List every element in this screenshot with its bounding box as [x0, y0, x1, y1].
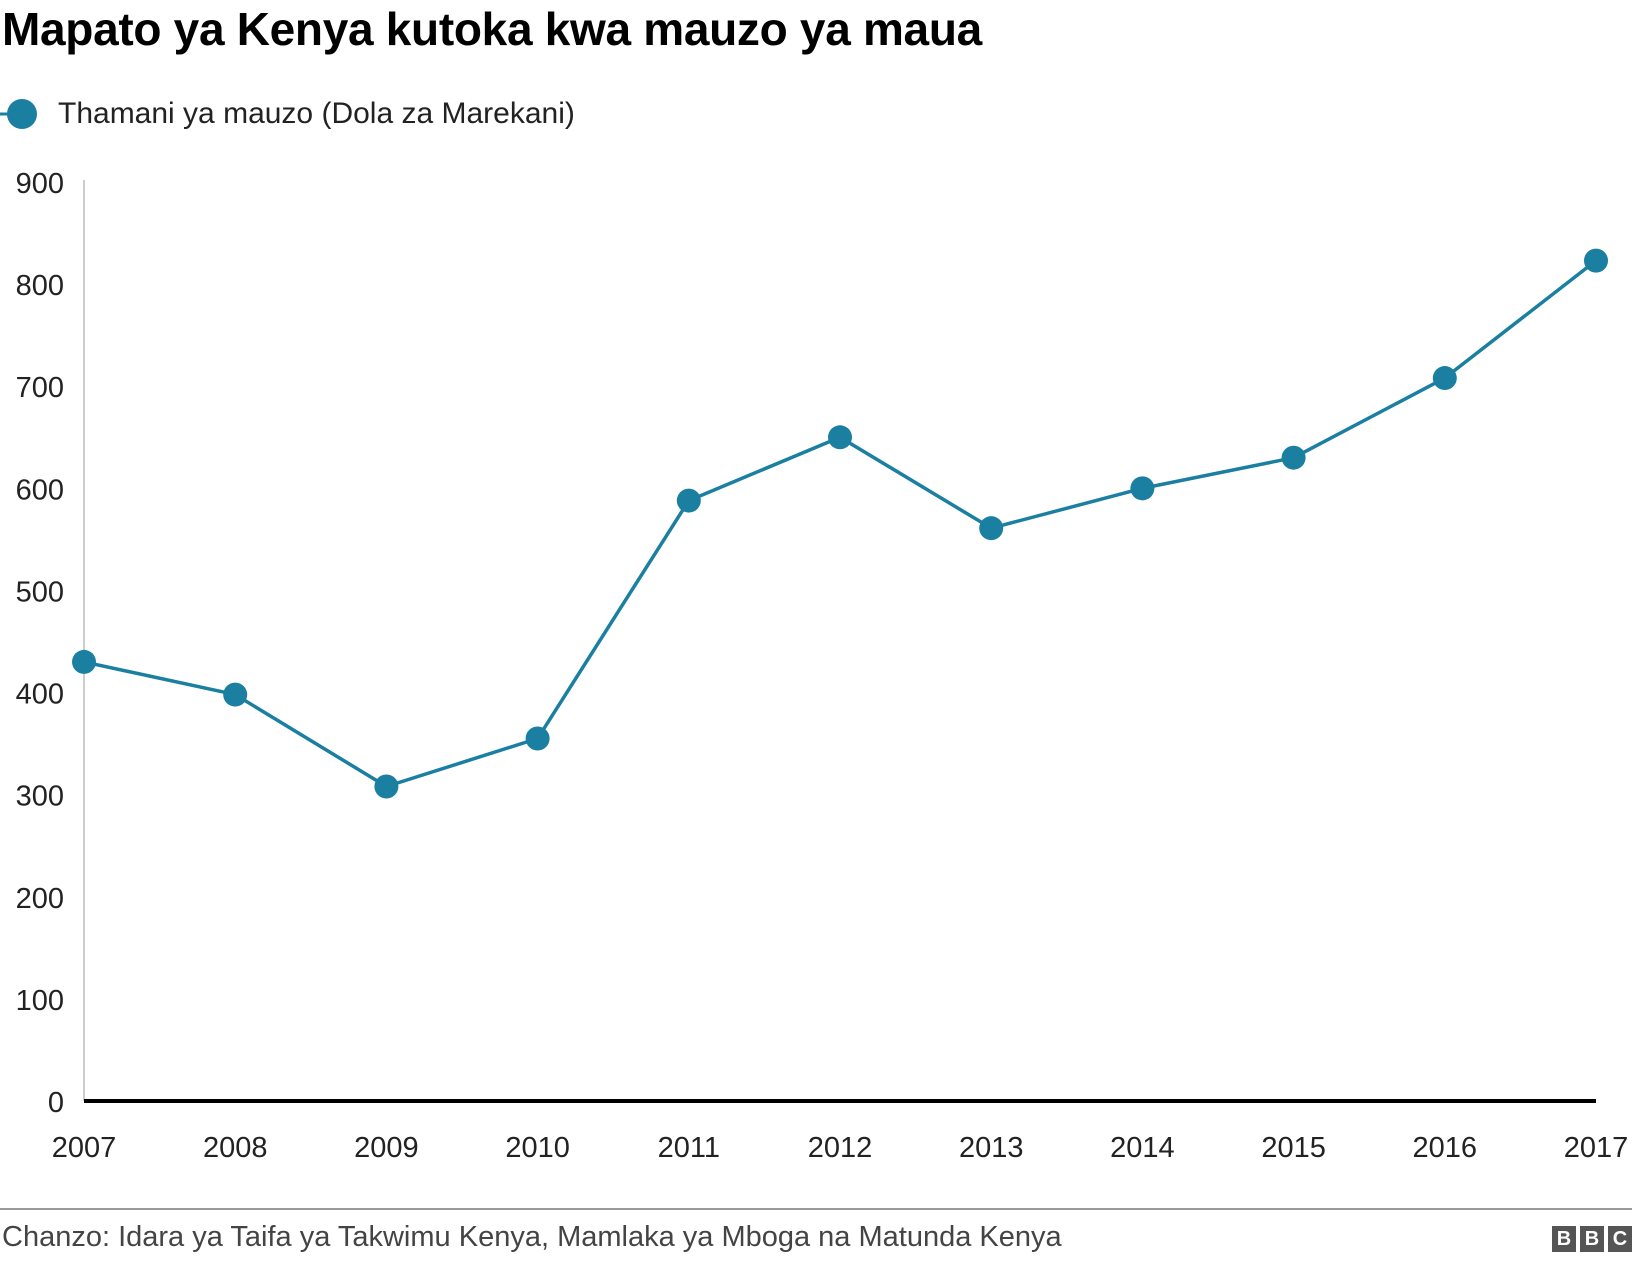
series-line [83, 259, 1598, 789]
bbc-logo-letter: C [1608, 1226, 1632, 1252]
legend-swatch [0, 99, 37, 129]
x-tick-label: 2014 [1110, 1132, 1175, 1164]
data-point [676, 488, 701, 513]
bbc-logo: B B C [1552, 1226, 1632, 1252]
footer-divider [0, 1208, 1632, 1210]
x-tick-label: 2016 [1413, 1132, 1478, 1164]
y-tick-label: 400 [16, 679, 64, 711]
x-tick-label: 2011 [658, 1132, 720, 1164]
x-tick-label: 2008 [203, 1132, 268, 1164]
x-tick-label: 2009 [354, 1132, 419, 1164]
source-note: Chanzo: Idara ya Taifa ya Takwimu Kenya,… [2, 1221, 1062, 1253]
y-tick-label: 800 [16, 270, 64, 302]
series-layer [72, 248, 1608, 799]
data-point [525, 726, 550, 751]
data-point [374, 774, 399, 799]
y-tick-label: 100 [16, 985, 64, 1017]
data-point [1281, 445, 1306, 470]
y-tick-label: 700 [16, 372, 64, 404]
data-point [1432, 366, 1457, 391]
bbc-logo-letter: B [1580, 1226, 1604, 1252]
legend-label: Thamani ya mauzo (Dola za Marekani) [58, 97, 575, 130]
data-point [979, 516, 1004, 541]
data-point [223, 682, 248, 707]
x-axis: 2007 2008 2009 2010 2011 2012 2013 2014 2015 2016… [52, 1099, 1629, 1164]
x-tick-label: 2012 [808, 1132, 873, 1164]
bbc-logo-letter: B [1552, 1226, 1576, 1252]
y-tick-label: 500 [16, 576, 64, 608]
chart-title: Mapato ya Kenya kutoka kwa mauzo ya maua [2, 3, 982, 55]
y-tick-label: 600 [16, 474, 64, 506]
data-point [1584, 248, 1608, 273]
y-tick-label: 0 [48, 1087, 64, 1119]
y-axis: 0 100 200 300 400 500 600 700 800 900 [16, 168, 85, 1119]
y-tick-label: 300 [16, 781, 64, 813]
legend: Thamani ya mauzo (Dola za Marekani) [0, 92, 575, 136]
x-tick-label: 2010 [505, 1132, 570, 1164]
data-point [1130, 476, 1155, 501]
y-tick-label: 200 [16, 883, 64, 915]
data-point [72, 649, 96, 674]
y-tick-label: 900 [16, 168, 64, 200]
x-tick-label: 2017 [1564, 1132, 1629, 1164]
x-tick-label: 2007 [52, 1132, 117, 1164]
data-point [828, 425, 852, 450]
x-tick-label: 2015 [1261, 1132, 1326, 1164]
x-tick-label: 2013 [959, 1132, 1024, 1164]
